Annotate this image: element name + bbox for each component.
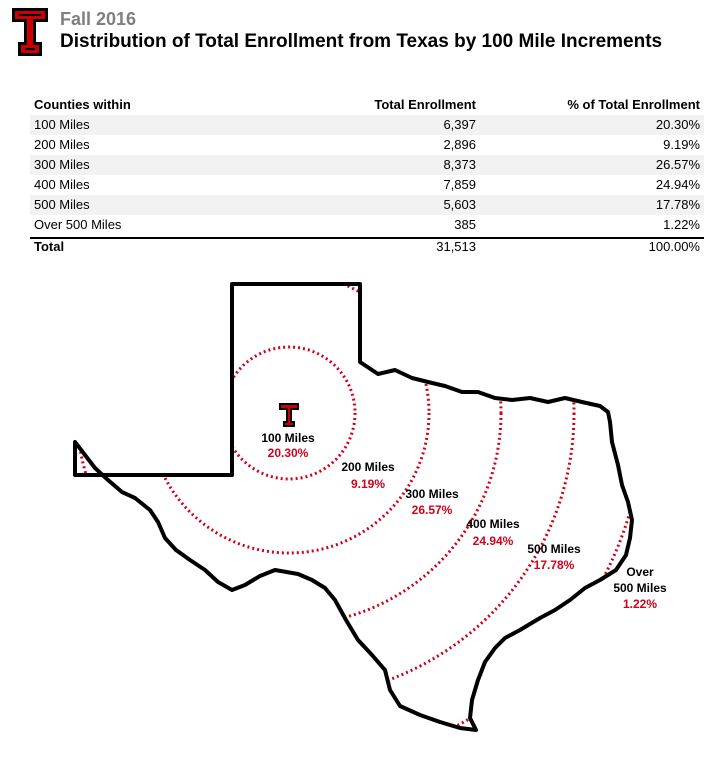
enrollment-value: 7,859 [443, 177, 476, 192]
zone-label: 500 Miles [527, 542, 581, 556]
percent-value: 1.22% [663, 217, 700, 232]
zone-label: 200 Miles [341, 460, 395, 474]
enrollment-table: Counties within Total Enrollment % of To… [30, 95, 704, 257]
table-row: 100 Miles 6,397 20.30% [30, 115, 704, 135]
texas-outline [73, 282, 634, 732]
page-subtitle: Fall 2016 [60, 9, 137, 29]
texas-distance-map: 100 Miles 20.30% 200 Miles 9.19% 300 Mil… [73, 282, 667, 732]
zone-percent: 1.22% [623, 597, 657, 611]
texas-tech-logo-icon [279, 403, 299, 427]
column-header: Counties within [34, 97, 131, 112]
zone-label: 300 Miles [405, 487, 459, 501]
zone-percent: 26.57% [412, 503, 453, 517]
zone-percent: 24.94% [473, 534, 514, 548]
row-label: Over 500 Miles [34, 217, 122, 232]
row-label: 400 Miles [34, 177, 90, 192]
zone-percent: 17.78% [534, 558, 575, 572]
table-row: Over 500 Miles 385 1.22% [30, 215, 704, 235]
ring-200-miles [147, 284, 431, 555]
enrollment-value: 6,397 [443, 117, 476, 132]
ring-500-miles [75, 284, 632, 730]
ring-100-miles [221, 345, 357, 481]
distance-rings [75, 284, 632, 730]
percent-value: 17.78% [655, 197, 700, 212]
texas-tech-logo-icon [12, 8, 48, 56]
column-header: Total Enrollment [374, 97, 476, 112]
zone-label: Over [626, 565, 654, 579]
row-label: 300 Miles [34, 157, 90, 172]
enrollment-value: 5,603 [443, 197, 476, 212]
zone-label: 500 Miles [613, 581, 667, 595]
table-row: 400 Miles 7,859 24.94% [30, 175, 704, 195]
total-enrollment: 31,513 [436, 239, 476, 254]
row-label: 100 Miles [34, 117, 90, 132]
zone-percent: 9.19% [351, 477, 385, 491]
percent-value: 9.19% [663, 137, 700, 152]
column-header: % of Total Enrollment [567, 97, 700, 112]
table-row: 500 Miles 5,603 17.78% [30, 195, 704, 215]
enrollment-value: 385 [454, 217, 476, 232]
percent-value: 24.94% [655, 177, 700, 192]
zone-label: 100 Miles [261, 431, 315, 445]
page-title: Distribution of Total Enrollment from Te… [60, 31, 663, 52]
row-label: 500 Miles [34, 197, 90, 212]
zone-label: 400 Miles [466, 517, 520, 531]
total-percent: 100.00% [648, 239, 700, 254]
row-label: 200 Miles [34, 137, 90, 152]
table-row: 200 Miles 2,896 9.19% [30, 135, 704, 155]
table-row: 300 Miles 8,373 26.57% [30, 155, 704, 175]
enrollment-value: 2,896 [443, 137, 476, 152]
zone-percent: 20.30% [268, 446, 309, 460]
enrollment-value: 8,373 [443, 157, 476, 172]
total-label: Total [34, 239, 65, 254]
table-header-row: Counties within Total Enrollment % of To… [30, 95, 704, 115]
percent-value: 20.30% [655, 117, 700, 132]
ring-400-miles [75, 284, 576, 700]
percent-value: 26.57% [655, 157, 700, 172]
table-total-row: Total 31,513 100.00% [30, 237, 704, 257]
